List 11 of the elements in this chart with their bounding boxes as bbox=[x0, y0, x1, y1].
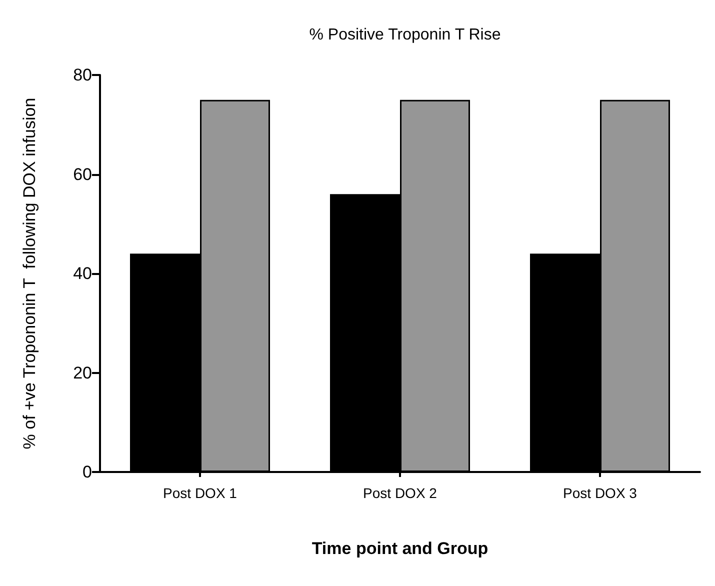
x-tick-label: Post DOX 3 bbox=[563, 485, 638, 501]
x-axis-title: Time point and Group bbox=[312, 539, 488, 558]
y-tick-label: 60 bbox=[73, 164, 92, 184]
y-axis-title: % of +ve Tropononin T following DOX infusion bbox=[20, 98, 39, 450]
x-tick-label: Post DOX 2 bbox=[363, 485, 438, 501]
chart-title: % Positive Troponin T Rise bbox=[309, 26, 501, 44]
x-tick-label: Post DOX 1 bbox=[163, 485, 238, 501]
y-tick-label: 80 bbox=[73, 66, 92, 84]
y-tick-label: 20 bbox=[73, 363, 92, 382]
y-tick-label: 0 bbox=[82, 462, 92, 482]
y-tick-label: 40 bbox=[73, 264, 92, 283]
